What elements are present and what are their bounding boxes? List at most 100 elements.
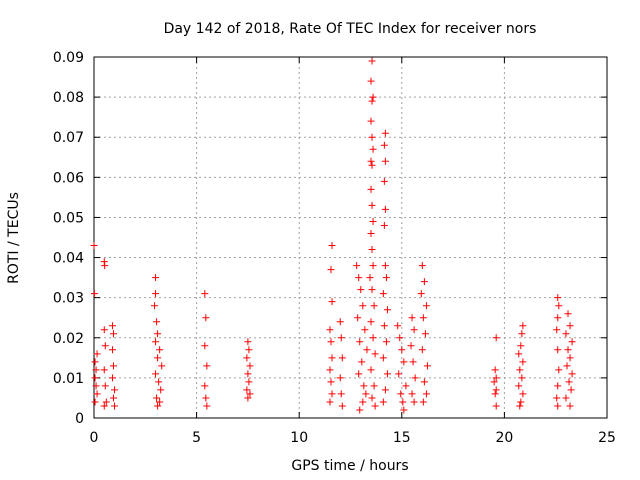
data-point	[381, 129, 389, 137]
data-point	[158, 362, 166, 370]
data-point	[410, 398, 418, 406]
data-point	[359, 302, 367, 310]
data-point	[244, 394, 252, 402]
chart-title: Day 142 of 2018, Rate Of TEC Index for r…	[164, 21, 537, 37]
data-point	[566, 402, 574, 410]
data-point	[515, 350, 523, 358]
x-tick-label: 25	[598, 430, 616, 446]
data-point	[90, 290, 98, 298]
data-point	[395, 370, 403, 378]
data-point	[101, 382, 109, 390]
data-point	[421, 330, 429, 338]
data-point	[354, 314, 362, 322]
data-point	[516, 366, 524, 374]
data-point	[553, 326, 561, 334]
data-point	[369, 93, 377, 101]
data-point	[402, 382, 410, 390]
data-point	[368, 286, 376, 294]
data-point	[368, 57, 376, 65]
data-point	[203, 362, 211, 370]
x-tick-label: 10	[290, 430, 308, 446]
data-point	[492, 402, 500, 410]
data-point	[201, 290, 209, 298]
data-point	[361, 326, 369, 334]
data-point	[380, 322, 388, 330]
data-point	[108, 322, 116, 330]
y-tick-label: 0.06	[53, 170, 84, 186]
data-point	[338, 402, 346, 410]
data-point	[400, 406, 408, 414]
data-point	[370, 382, 378, 390]
y-tick-label: 0.08	[53, 90, 84, 106]
data-point	[366, 274, 374, 282]
data-point	[490, 378, 498, 386]
data-point	[379, 290, 387, 298]
data-point	[91, 374, 99, 382]
y-tick-label: 0	[75, 411, 84, 427]
data-point	[246, 362, 254, 370]
data-point	[515, 382, 523, 390]
data-point	[368, 161, 376, 169]
data-point	[100, 402, 108, 410]
data-point	[327, 338, 335, 346]
data-point	[422, 390, 430, 398]
data-point	[328, 298, 336, 306]
data-point	[326, 366, 334, 374]
data-point	[568, 338, 576, 346]
data-point	[367, 366, 375, 374]
data-point	[245, 346, 253, 354]
data-point	[518, 330, 526, 338]
data-point	[519, 358, 527, 366]
data-point	[356, 406, 364, 414]
data-point	[109, 362, 117, 370]
y-tick-label: 0.05	[53, 210, 84, 226]
data-point	[407, 342, 415, 350]
data-point	[336, 374, 344, 382]
data-point	[244, 370, 252, 378]
data-point	[554, 314, 562, 322]
data-point	[156, 398, 164, 406]
data-point	[517, 398, 525, 406]
data-point	[111, 386, 119, 394]
data-point	[93, 390, 101, 398]
data-point	[367, 117, 375, 125]
data-point	[326, 398, 334, 406]
data-point	[359, 398, 367, 406]
data-point	[411, 374, 419, 382]
data-point	[383, 370, 391, 378]
data-point	[91, 358, 99, 366]
data-point	[562, 394, 570, 402]
data-point	[100, 326, 108, 334]
y-tick-label: 0.04	[53, 251, 84, 267]
data-point	[381, 205, 389, 213]
y-tick-label: 0.02	[53, 331, 84, 347]
data-point	[357, 286, 365, 294]
data-point	[554, 294, 562, 302]
data-point	[555, 302, 563, 310]
y-tick-label: 0.03	[53, 291, 84, 307]
data-point	[358, 358, 366, 366]
data-point	[383, 306, 391, 314]
data-point	[397, 390, 405, 398]
data-point	[396, 334, 404, 342]
data-point	[108, 346, 116, 354]
data-point	[336, 318, 344, 326]
data-point	[492, 374, 500, 382]
data-point	[409, 358, 417, 366]
data-point	[368, 97, 376, 105]
data-point	[157, 386, 165, 394]
data-point	[100, 366, 108, 374]
data-point	[155, 378, 163, 386]
data-point	[367, 318, 375, 326]
data-point	[201, 382, 209, 390]
data-point	[152, 274, 160, 282]
data-point	[368, 246, 376, 254]
data-point	[371, 402, 379, 410]
data-point	[363, 346, 371, 354]
data-point	[408, 314, 416, 322]
data-point	[419, 314, 427, 322]
data-point	[92, 382, 100, 390]
data-point	[379, 354, 387, 362]
data-point	[367, 185, 375, 193]
